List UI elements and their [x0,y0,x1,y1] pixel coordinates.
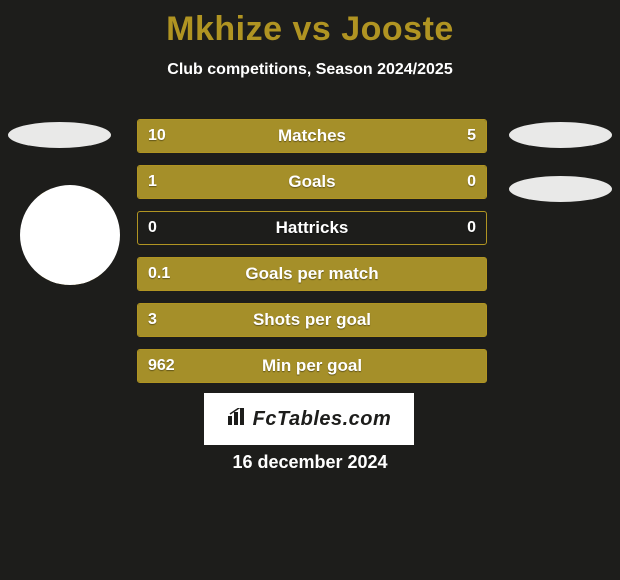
bar-label: Goals per match [138,258,486,290]
subtitle: Club competitions, Season 2024/2025 [0,61,620,79]
avatar-placeholder-right-1 [509,122,612,148]
bar-value-left: 0 [148,212,157,244]
page-title: Mkhize vs Jooste [0,0,620,49]
bar-value-right: 5 [467,120,476,152]
bar-value-left: 0.1 [148,258,170,290]
bar-label: Goals [138,166,486,198]
bar-value-left: 1 [148,166,157,198]
bar-value-right: 0 [467,166,476,198]
bar-label: Matches [138,120,486,152]
club-shield-logo [20,175,120,293]
bar-row: Goals per match0.1 [137,257,487,291]
bar-row: Shots per goal3 [137,303,487,337]
date-label: 16 december 2024 [0,452,620,473]
bar-label: Hattricks [138,212,486,244]
bar-label: Shots per goal [138,304,486,336]
bar-label: Min per goal [138,350,486,382]
bar-row: Goals1 0 [137,165,487,199]
fctables-label: FcTables.com [253,408,392,431]
bar-row: Min per goal962 [137,349,487,383]
bar-chart-icon [227,408,247,431]
avatar-placeholder-right-2 [509,176,612,202]
bar-row: Hattricks0 0 [137,211,487,245]
bar-row: Matches10 5 [137,119,487,153]
bar-value-right: 0 [467,212,476,244]
bar-value-left: 3 [148,304,157,336]
bar-value-left: 962 [148,350,175,382]
fctables-badge: FcTables.com [204,393,414,445]
bar-value-left: 10 [148,120,166,152]
avatar-placeholder-left [8,122,111,148]
comparison-bars: Matches105Goals10Hattricks00Goals per ma… [137,119,487,395]
